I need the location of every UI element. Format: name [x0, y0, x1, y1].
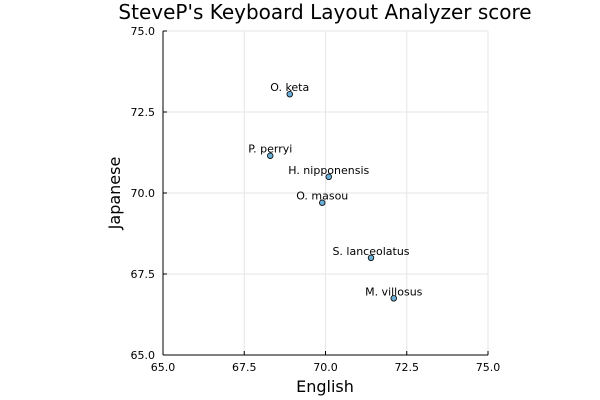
data-point — [367, 254, 375, 261]
x-tick-label: 72.5 — [395, 361, 420, 374]
chart-title: SteveP's Keyboard Layout Analyzer score — [118, 0, 531, 24]
data-points: O. keta P. perryi H. nipponensis O. masou S.… — [248, 81, 423, 302]
data-point — [319, 199, 326, 206]
point-label: H. nipponensis — [288, 164, 369, 177]
x-tick-label: 70.0 — [313, 361, 338, 374]
y-tick-label: 67.5 — [131, 268, 156, 281]
data-point — [267, 152, 274, 159]
data-point — [325, 173, 332, 180]
point-label: O. masou — [296, 190, 348, 203]
x-tick-label: 75.0 — [476, 361, 501, 374]
point-label: M. villosus — [365, 285, 423, 298]
x-tick-label: 67.5 — [232, 361, 257, 374]
point-label: O. keta — [270, 81, 309, 94]
y-tick-label: 75.0 — [131, 25, 156, 38]
point-label: S. lanceolatus — [332, 245, 409, 258]
x-axis-label: English — [296, 377, 354, 396]
x-tick-label: 65.0 — [151, 361, 176, 374]
y-tick-label: 70.0 — [131, 187, 156, 200]
data-point — [390, 295, 397, 302]
data-point — [286, 90, 293, 98]
point-label: P. perryi — [248, 143, 292, 156]
y-tick-label: 72.5 — [131, 106, 156, 119]
y-axis-label: Japanese — [105, 157, 124, 231]
y-tick-label: 65.0 — [131, 349, 156, 362]
ticks: 65.0 67.5 70.0 72.5 75.0 65.0 67.5 70.0 72.5 75.0 — [131, 25, 501, 374]
